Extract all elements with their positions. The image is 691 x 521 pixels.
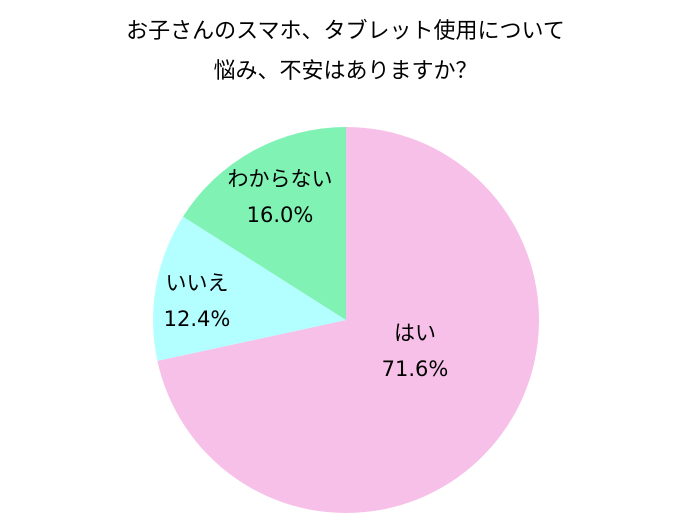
chart-title-line-2: 悩み、不安はありますか？ bbox=[213, 59, 478, 84]
pie-slice-3 bbox=[183, 127, 346, 320]
pie-slice-2 bbox=[153, 216, 346, 361]
slice-value-label-1: 71.6% bbox=[382, 357, 449, 381]
chart-title: お子さんのスマホ、タブレット使用について 悩み、不安はありますか？ bbox=[0, 12, 691, 92]
chart-title-line-1: お子さんのスマホ、タブレット使用について bbox=[126, 19, 565, 44]
slice-value-label-2: 12.4% bbox=[164, 307, 231, 331]
pie-slice-1 bbox=[157, 127, 540, 513]
slice-label-2: いいえ bbox=[166, 271, 229, 295]
slice-value-label-3: 16.0% bbox=[247, 203, 314, 227]
slice-label-1: はい bbox=[394, 321, 436, 345]
slice-label-3: わからない bbox=[228, 167, 333, 191]
